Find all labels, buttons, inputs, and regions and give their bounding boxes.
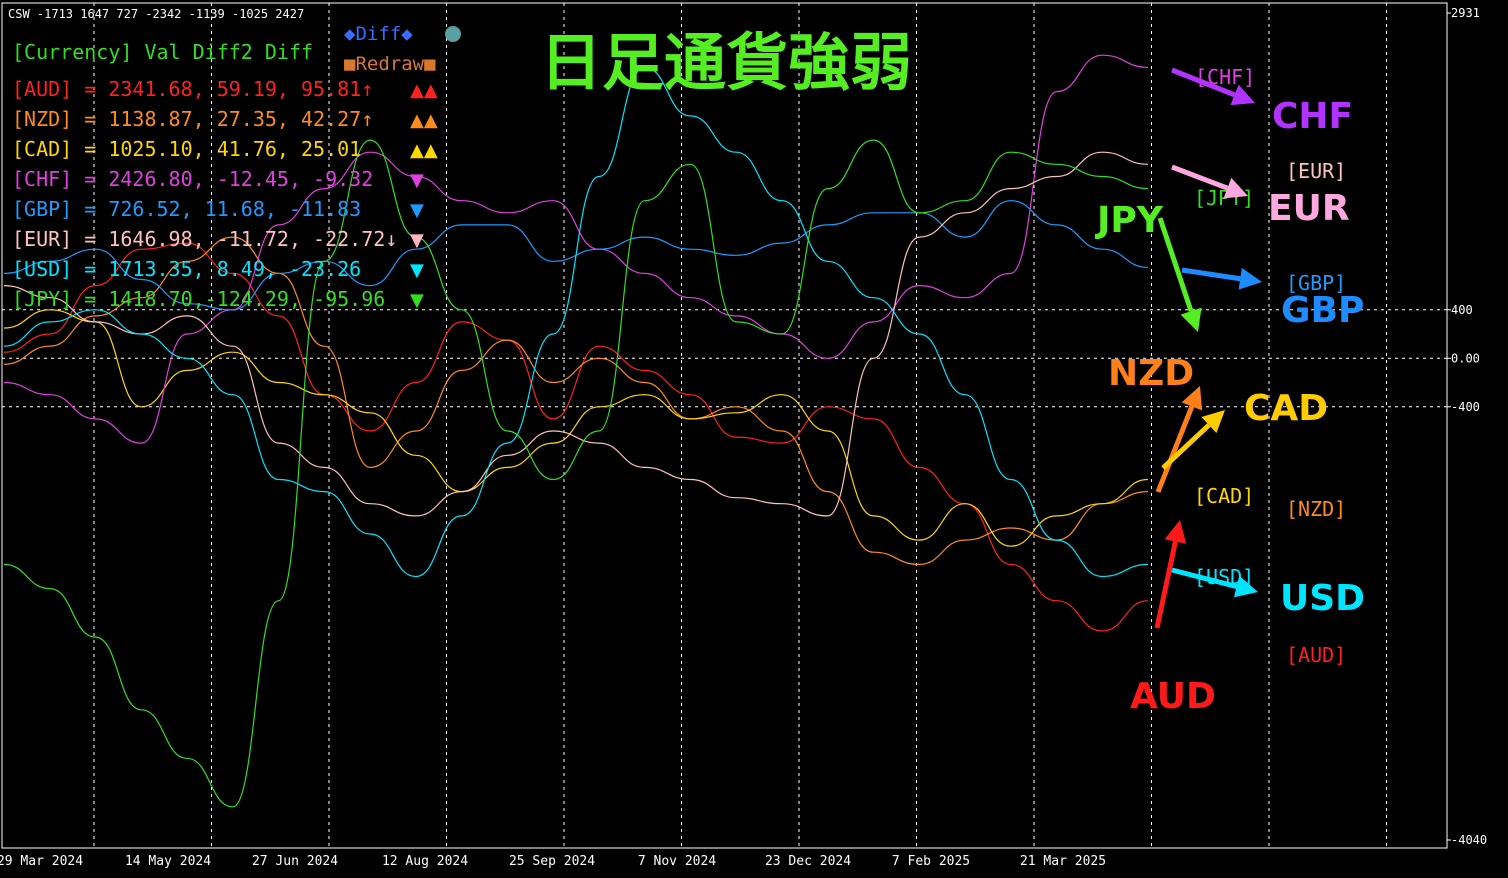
small-label-nzd: [NZD] <box>1286 497 1346 521</box>
table-row-arrows: ▲▲ <box>410 110 438 131</box>
arrow-shaft-aud <box>1154 540 1178 629</box>
diff-button-label[interactable]: ◆Diff◆ <box>344 23 413 45</box>
big-label-aud: AUD <box>1130 676 1216 717</box>
arrow-head-aud <box>1164 520 1187 544</box>
header-readout: CSW -1713 1647 727 -2342 -1139 -1025 242… <box>8 7 304 21</box>
table-row: [CAD] = 1025.10, 41.76, 25.01 <box>12 137 361 161</box>
small-label-eur: [EUR] <box>1286 159 1346 183</box>
big-label-jpy: JPY <box>1094 200 1164 241</box>
series-line-eur <box>3 151 1149 517</box>
x-tick-label: 12 Aug 2024 <box>382 854 468 869</box>
x-tick-label: 7 Feb 2025 <box>892 854 970 869</box>
x-tick-label: 29 Mar 2024 <box>0 854 83 869</box>
arrow-head-nzd <box>1181 386 1203 411</box>
arrow-jpy <box>1157 217 1202 332</box>
arrow-shaft-jpy <box>1157 217 1194 312</box>
vertical-gridlines <box>93 3 1387 848</box>
arrow-head-chf <box>1230 84 1255 106</box>
x-tick-label: 14 May 2024 <box>125 854 211 869</box>
currency-small-labels: [CHF][EUR][JPY][GBP][CAD][NZD][USD][AUD] <box>1194 65 1346 667</box>
small-label-aud: [AUD] <box>1286 643 1346 667</box>
table-header: [Currency] Val Diff2 Diff <box>12 40 313 64</box>
plot-frame <box>1 2 1448 849</box>
series-line-gbp <box>3 200 1149 311</box>
series-line-cad <box>3 309 1149 547</box>
series-line-jpy <box>3 139 1149 808</box>
y-tick-label: -400 <box>1451 400 1480 414</box>
table-row-arrows: ▼ <box>410 230 424 251</box>
arrow-shaft-cad <box>1161 423 1211 470</box>
arrow-cad <box>1161 410 1225 470</box>
big-label-nzd: NZD <box>1108 353 1194 394</box>
chart-title: 日足通貨強弱 <box>540 26 912 99</box>
redraw-button[interactable]: ■Redraw■ <box>344 53 436 75</box>
big-label-usd: USD <box>1280 578 1365 619</box>
arrow-eur <box>1171 164 1248 199</box>
y-tick-label: 400 <box>1451 303 1473 317</box>
arrow-shaft-chf <box>1171 67 1236 98</box>
arrow-head-jpy <box>1180 307 1202 332</box>
table-row: [CHF] = 2426.80, -12.45, -9.32 <box>12 167 373 191</box>
table-row-arrows: ▼ <box>410 290 424 311</box>
series-line-nzd <box>3 236 1149 566</box>
series-line-usd <box>3 66 1149 578</box>
table-row-arrows: ▼ <box>410 200 424 221</box>
arrow-aud <box>1154 520 1187 629</box>
x-tick-label: 23 Dec 2024 <box>765 854 851 869</box>
big-label-eur: EUR <box>1268 188 1350 229</box>
x-tick-label: 7 Nov 2024 <box>638 854 716 869</box>
y-tick-label: 2931 <box>1451 6 1480 20</box>
arrow-chf <box>1171 67 1255 106</box>
arrow-head-eur <box>1223 177 1248 199</box>
arrow-shaft-gbp <box>1181 267 1241 282</box>
table-row: [USD] = 1713.35, 8.49, -23.26 <box>12 257 361 281</box>
table-row-arrows: ▼ <box>410 260 424 281</box>
arrow-shaft-eur <box>1171 164 1229 191</box>
table-row: [JPY] = 1418.70,-124.29, -95.96 <box>12 287 385 311</box>
table-row: [GBP] = 726.52, 11.68, -11.83 <box>12 197 361 221</box>
big-label-cad: CAD <box>1244 388 1328 429</box>
series-line-chf <box>3 54 1149 444</box>
arrow-head-usd <box>1233 575 1258 598</box>
table-row-arrows: ▲▲ <box>410 140 438 161</box>
x-tick-label: 27 Jun 2024 <box>252 854 338 869</box>
arrow-head-cad <box>1201 410 1225 434</box>
series-line-aud <box>3 242 1149 632</box>
x-tick-label: 25 Sep 2024 <box>509 854 595 869</box>
arrow-shaft-nzd <box>1155 405 1195 493</box>
big-label-chf: CHF <box>1272 96 1353 137</box>
arrow-head-gbp <box>1238 267 1262 290</box>
arrow-shaft-usd <box>1171 567 1238 589</box>
currency-table: [AUD] = 2341.68, 59.19, 95.81↑ ▲▲ [NZD] = … <box>12 77 438 311</box>
table-row-arrows: ▲▲ <box>410 80 438 101</box>
y-axis-ticks: 2931 400 0.00 -400 -4040 <box>1447 6 1487 847</box>
arrow-usd <box>1171 567 1258 598</box>
series-lines <box>3 54 1149 808</box>
arrow-gbp <box>1181 267 1262 290</box>
small-label-gbp: [GBP] <box>1286 271 1346 295</box>
table-row: [AUD] = 2341.68, 59.19, 95.81↑ <box>12 77 373 101</box>
arrow-nzd <box>1155 386 1203 493</box>
y-tick-label: 0.00 <box>1451 351 1480 365</box>
horizontal-gridlines <box>2 309 1447 408</box>
diff-indicator-dot[interactable] <box>445 26 461 42</box>
table-row: [EUR] = 1646.98, -11.72, -22.72↓ <box>12 227 397 251</box>
big-label-gbp: GBP <box>1281 290 1364 331</box>
small-label-cad: [CAD] <box>1194 484 1254 508</box>
direction-arrows <box>1154 67 1262 629</box>
diff-button[interactable]: ◆Diff◆ <box>344 23 461 45</box>
x-tick-label: 21 Mar 2025 <box>1020 854 1106 869</box>
table-row: [NZD] = 1138.87, 27.35, 42.27↑ <box>12 107 373 131</box>
x-axis-ticks: 29 Mar 2024 14 May 2024 27 Jun 2024 12 Aug … <box>0 854 1106 869</box>
currency-big-labels: CHF EUR JPY GBP NZD CAD USD AUD <box>1094 96 1365 717</box>
y-tick-label: -4040 <box>1451 833 1487 847</box>
table-row-arrows: ▼ <box>410 170 424 191</box>
